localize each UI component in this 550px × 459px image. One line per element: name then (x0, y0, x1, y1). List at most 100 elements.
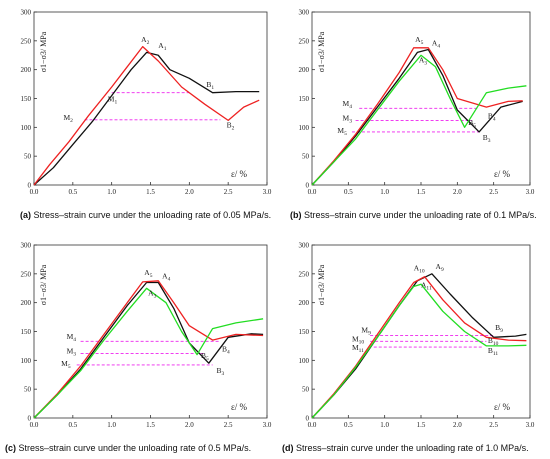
series-line-green (311, 54, 527, 186)
point-label: B3 (483, 133, 491, 144)
x-tick-label: 0.5 (344, 421, 353, 429)
y-tick-label: 250 (21, 270, 32, 278)
x-tick-label: 3.0 (263, 188, 272, 196)
point-label: M5 (337, 126, 347, 137)
point-label: A1 (158, 41, 166, 52)
x-axis-label: ε/ % (231, 402, 248, 412)
x-tick-label: 3.0 (263, 421, 272, 429)
x-tick-label: 1.5 (417, 421, 426, 429)
chart-panel-2: 0.0 0.5 1.0 1.5 2.0 2.5 3.0 0 50 100 150 200 250 300 σ… (21, 242, 272, 430)
x-tick-label: 1.5 (146, 421, 155, 429)
x-axis-label: ε/ % (231, 169, 248, 179)
x-tick-label: 1.0 (380, 421, 389, 429)
point-label: B11 (488, 346, 499, 357)
point-label: M5 (61, 359, 71, 370)
point-label: M1 (108, 94, 118, 105)
y-tick-label: 0 (28, 415, 32, 423)
y-tick-label: 0 (306, 182, 310, 190)
y-tick-label: 100 (299, 124, 310, 132)
point-label: M3 (67, 346, 77, 357)
y-tick-label: 50 (302, 153, 310, 161)
y-tick-label: 250 (299, 37, 310, 45)
chart-panel-0: 0.0 0.5 1.0 1.5 2.0 2.5 3.0 0 50 100 150 200 250 300 σ… (21, 9, 272, 197)
y-tick-label: 250 (21, 37, 32, 45)
x-tick-label: 2.5 (224, 421, 233, 429)
point-label: B2 (227, 120, 235, 131)
point-label: A4 (432, 38, 440, 49)
caption-d: (d) Stress–strain curve under the unload… (282, 443, 529, 453)
y-tick-label: 200 (21, 66, 32, 74)
y-tick-label: 0 (306, 415, 310, 423)
point-label: B9 (495, 323, 503, 334)
x-tick-label: 2.0 (453, 421, 462, 429)
y-tick-label: 300 (21, 9, 32, 17)
x-tick-label: 0.5 (68, 421, 77, 429)
y-tick-label: 300 (299, 242, 310, 250)
x-tick-label: 0.5 (68, 188, 77, 196)
caption-c: (c) Stress–strain curve under the unload… (5, 443, 252, 453)
caption-b: (b) Stress–strain curve under the unload… (290, 210, 537, 220)
point-label: B10 (488, 336, 499, 347)
y-axis-label: σ1−σ3/ MPa (39, 264, 48, 305)
point-label: A11 (421, 281, 432, 292)
x-tick-label: 1.5 (417, 188, 426, 196)
x-tick-label: 2.5 (489, 188, 498, 196)
point-label: M4 (343, 99, 353, 110)
y-tick-label: 50 (24, 153, 32, 161)
point-label: M2 (64, 113, 74, 124)
point-label: A10 (414, 263, 425, 274)
y-axis-label: σ1−σ3/ MPa (317, 31, 326, 72)
y-axis-label: σ1−σ3/ MPa (39, 31, 48, 72)
series-line-black (311, 48, 523, 186)
x-tick-label: 0.0 (308, 421, 317, 429)
y-tick-label: 300 (21, 242, 32, 250)
y-tick-label: 200 (21, 299, 32, 307)
x-tick-label: 2.0 (453, 188, 462, 196)
x-axis-label: ε/ % (494, 402, 511, 412)
x-tick-label: 1.0 (107, 421, 116, 429)
series-line-black (33, 281, 264, 419)
x-tick-label: 2.0 (185, 188, 194, 196)
y-tick-label: 200 (299, 299, 310, 307)
x-tick-label: 1.0 (380, 188, 389, 196)
y-tick-label: 50 (24, 386, 32, 394)
series-line-black (33, 51, 260, 186)
point-label: B5 (201, 351, 209, 362)
y-tick-label: 100 (21, 124, 32, 132)
point-label: A2 (141, 35, 149, 46)
chart-panel-1: 0.0 0.5 1.0 1.5 2.0 2.5 3.0 0 50 100 150 200 250 300 σ… (299, 9, 535, 197)
chart-panel-3: 0.0 0.5 1.0 1.5 2.0 2.5 3.0 0 50 100 150 200 250 300 σ… (299, 242, 535, 430)
point-label: B3 (217, 366, 225, 377)
x-tick-label: 0.0 (30, 188, 39, 196)
y-tick-label: 150 (21, 328, 32, 336)
point-label: M4 (67, 332, 77, 343)
point-label: B4 (488, 112, 496, 123)
point-label: B1 (206, 80, 214, 91)
x-tick-label: 0.0 (308, 188, 317, 196)
point-label: M11 (352, 343, 364, 354)
y-tick-label: 150 (299, 328, 310, 336)
point-label: M9 (361, 326, 371, 337)
y-tick-label: 150 (299, 95, 310, 103)
point-label: A5 (144, 268, 152, 279)
y-tick-label: 300 (299, 9, 310, 17)
x-tick-label: 1.0 (107, 188, 116, 196)
series-line-red (311, 276, 527, 419)
point-label: M3 (343, 113, 353, 124)
point-label: M10 (352, 334, 364, 345)
series-line-green (311, 283, 527, 419)
y-tick-label: 50 (302, 386, 310, 394)
x-tick-label: 3.0 (526, 421, 535, 429)
series-line-red (311, 47, 523, 186)
point-label: B4 (222, 345, 230, 356)
x-tick-label: 1.5 (146, 188, 155, 196)
x-tick-label: 2.0 (185, 421, 194, 429)
series-line-green (33, 287, 264, 419)
y-tick-label: 150 (21, 95, 32, 103)
caption-a: (a) Stress–strain curve under the unload… (20, 210, 272, 220)
point-label: A4 (162, 271, 170, 282)
y-tick-label: 100 (21, 357, 32, 365)
point-label: B5 (468, 118, 476, 129)
y-tick-label: 100 (299, 357, 310, 365)
